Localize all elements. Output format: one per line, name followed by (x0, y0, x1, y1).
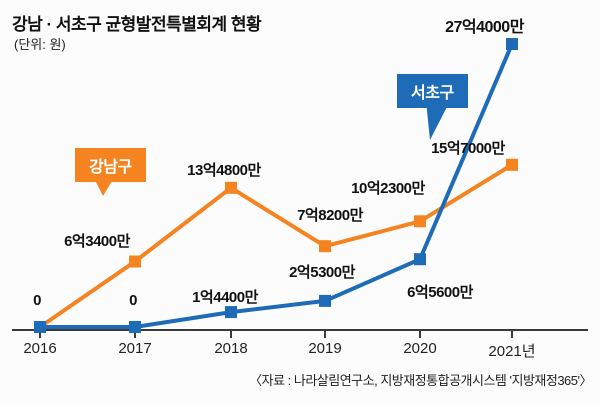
data-label: 2억5300만 (289, 264, 355, 281)
marker-seocho (414, 253, 426, 266)
marker-gangnam (129, 255, 141, 268)
x-axis-label: 2021년 (488, 343, 536, 360)
unit-label: (단위: 원) (14, 37, 66, 52)
data-label: 15억7000만 (431, 140, 505, 157)
series-badge-seocho-label: 서초구 (411, 85, 454, 102)
data-label: 7억8200만 (297, 207, 363, 224)
source-note: 〈자료 : 나라살림연구소, 지방재정통합공개시스템 '지방재정365'〉 (249, 373, 592, 388)
data-label: 1억4400만 (192, 289, 258, 306)
series-badge-gangnam: 강남구 (75, 148, 146, 182)
axis-group (12, 329, 588, 338)
data-label: 6억5600만 (407, 284, 473, 301)
x-axis-label: 2016 (23, 340, 57, 357)
marker-seocho (225, 306, 237, 319)
data-label: 10억2300만 (351, 180, 425, 197)
series-badge-gangnam-label: 강남구 (89, 159, 132, 176)
x-axis-label: 2020 (403, 340, 437, 357)
seocho-callout-arrow-icon (426, 101, 450, 140)
x-axis-label: 2018 (214, 340, 248, 357)
data-label: 0 (129, 292, 137, 309)
line-seocho (40, 43, 514, 329)
series-badge-seocho: 서초구 (397, 74, 468, 108)
marker-seocho (506, 38, 518, 50)
data-label: 6억3400만 (64, 233, 130, 250)
marker-gangnam (414, 215, 426, 228)
data-label: 0 (33, 292, 41, 309)
data-label: 13억4800만 (187, 162, 261, 179)
x-axis-label: 2017 (118, 340, 152, 357)
x-axis-label: 2019 (308, 340, 342, 357)
marker-gangnam (506, 158, 518, 171)
chart-title: 강남 · 서초구 균형발전특별회계 현황 (12, 15, 262, 34)
marker-seocho (34, 321, 46, 333)
line-gangnam (38, 163, 514, 329)
marker-gangnam (225, 181, 237, 194)
marker-gangnam (319, 240, 331, 253)
marker-seocho (129, 321, 141, 333)
data-label: 27억4000만 (445, 19, 524, 36)
marker-seocho (319, 294, 331, 307)
